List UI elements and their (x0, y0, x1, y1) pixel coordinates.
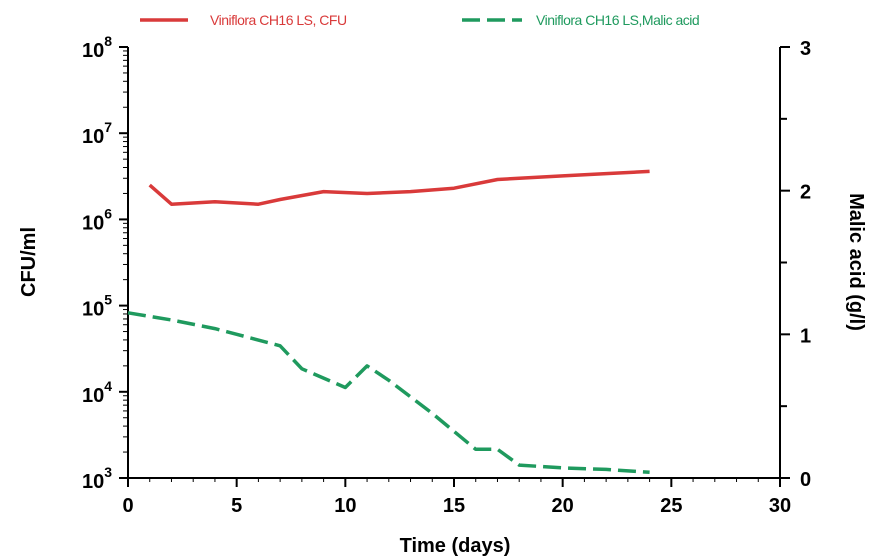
y-right-tick-label: 3 (800, 38, 811, 60)
y-right-tick-label: 1 (800, 325, 811, 347)
x-tick-label: 20 (552, 495, 574, 517)
series-line-0 (148, 169, 650, 206)
series-line-1 (127, 311, 650, 475)
x-tick-label: 10 (334, 495, 356, 517)
x-tick-label: 0 (122, 495, 133, 517)
x-tick-label: 15 (443, 495, 465, 517)
y-left-tick-label: 107 (82, 119, 112, 148)
y-right-axis-title: Malic acid (g/l) (845, 193, 867, 331)
axes: 0 5 10 15 20 25 30 103 104 105 106 107 108 0 1 2 3 (82, 33, 811, 517)
legend-label-0: Viniflora CH16 LS, CFU (210, 12, 347, 28)
legend-label-1: Viniflora CH16 LS,Malic acid (536, 12, 699, 28)
legend: Viniflora CH16 LS, CFU Viniflora CH16 LS,… (140, 12, 700, 28)
x-tick-label: 25 (660, 495, 682, 517)
y-left-tick-label: 108 (82, 33, 112, 62)
y-left-tick-label: 104 (82, 378, 112, 407)
y-left-tick-label: 105 (82, 292, 112, 321)
y-right-tick-label: 0 (800, 469, 811, 491)
x-tick-label: 5 (231, 495, 242, 517)
y-left-axis-title: CFU/ml (18, 227, 40, 297)
y-left-tick-label: 103 (82, 464, 112, 493)
y-right-tick-label: 2 (800, 182, 811, 204)
series-layer (127, 169, 650, 475)
x-axis-title: Time (days) (400, 535, 511, 557)
y-left-tick-label: 106 (82, 205, 112, 234)
x-tick-label: 30 (769, 495, 791, 517)
